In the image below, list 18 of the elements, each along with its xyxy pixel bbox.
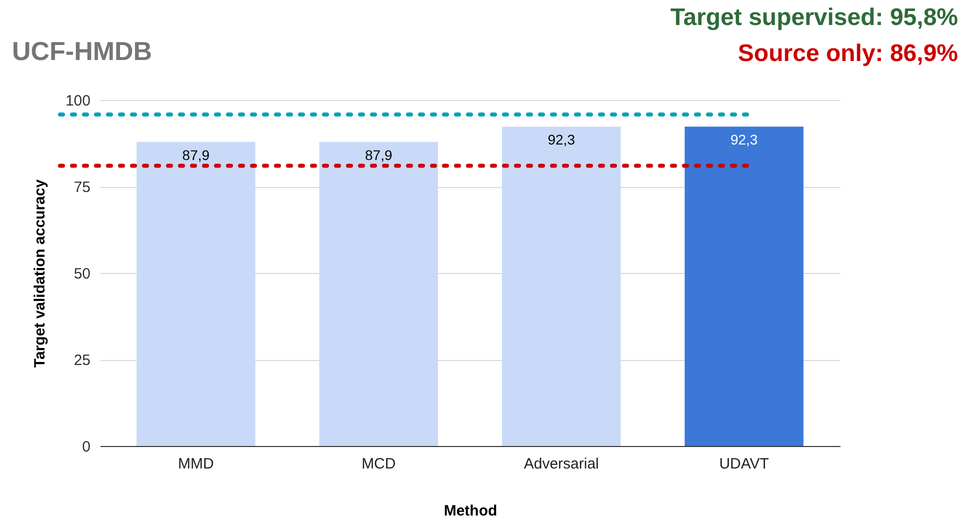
data-label: 92,3 <box>548 132 576 148</box>
x-tick-label: MCD <box>362 456 396 472</box>
y-tick-label: 100 <box>65 92 90 110</box>
x-axis-title: Method <box>444 502 498 520</box>
y-tick-label: 75 <box>74 179 90 196</box>
source-note: Source only: 86,9% <box>738 40 958 67</box>
text: Target supervised: 95,8% <box>670 4 958 31</box>
x-tick-label: MMD <box>178 456 214 472</box>
y-tick-label: 0 <box>82 438 90 456</box>
data-label: 92,3 <box>730 132 758 148</box>
x-tick-label: Adversarial <box>524 456 599 472</box>
y-tick-label: 25 <box>74 352 90 369</box>
y-axis-title: Target validation accuracy <box>31 178 48 368</box>
data-label: 87,9 <box>182 146 210 163</box>
y-tick-label: 50 <box>74 266 90 282</box>
chart-title: UCF-HMDB <box>12 36 152 66</box>
x-tick-label: UDAVT <box>719 456 769 472</box>
data-label: 87,9 <box>365 146 392 163</box>
